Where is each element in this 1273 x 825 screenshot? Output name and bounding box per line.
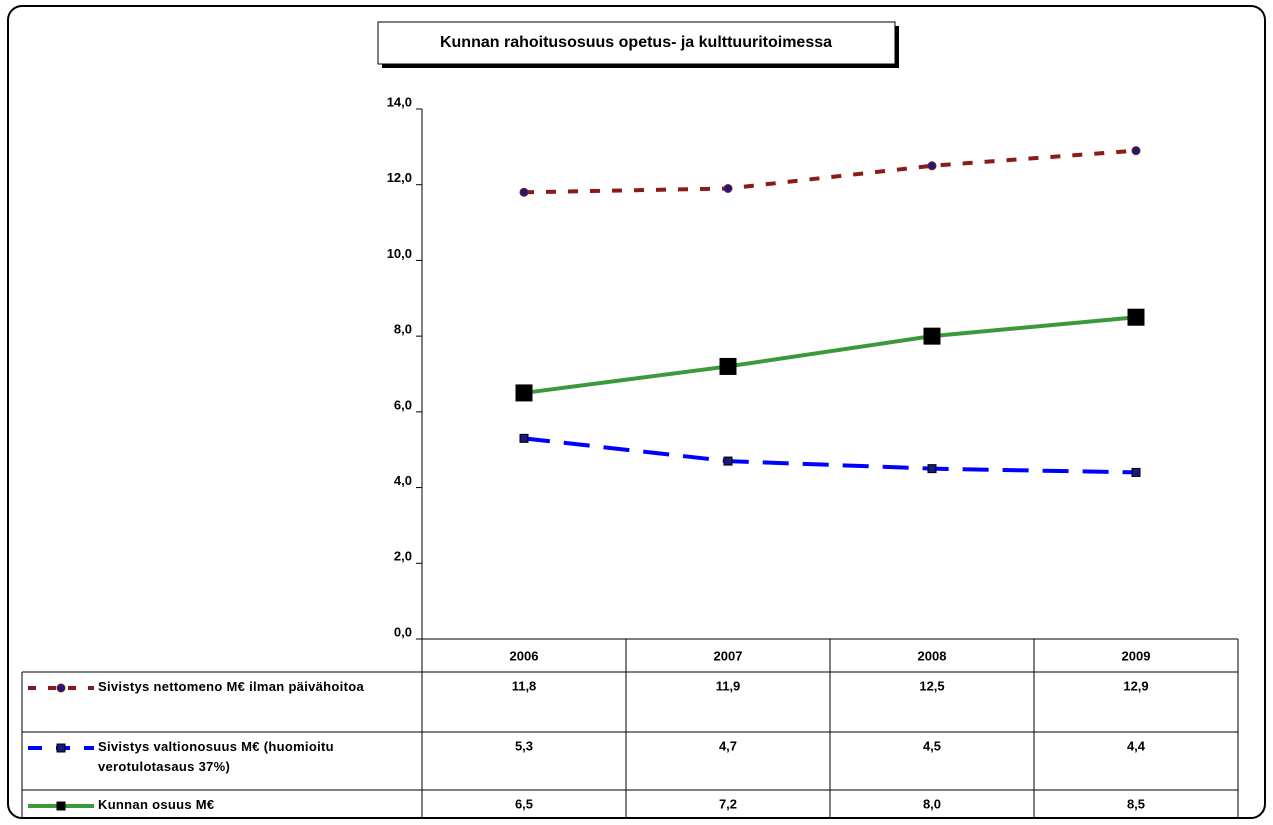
legend-label: Kunnan osuus M€: [98, 797, 215, 812]
legend-marker: [56, 801, 66, 811]
y-tick-label: 2,0: [394, 549, 412, 564]
series-line: [523, 436, 1137, 475]
legend-marker: [56, 743, 66, 753]
data-label: 5,3: [515, 738, 533, 753]
legend-label: Sivistys valtionosuus M€ (huomioitu vero…: [98, 739, 334, 774]
series-line: [523, 315, 1137, 395]
point: [923, 327, 941, 345]
point: [723, 456, 733, 466]
y-tick-label: 0,0: [394, 624, 412, 639]
point: [519, 187, 529, 197]
data-label: 11,8: [512, 678, 537, 693]
point: [719, 357, 737, 375]
y-tick-label: 4,0: [394, 473, 412, 488]
data-label: 4,4: [1127, 738, 1146, 753]
data-label: 12,5: [919, 678, 944, 693]
data-label: 4,7: [719, 738, 737, 753]
chart-title: Kunnan rahoitusosuus opetus- ja kulttuur…: [440, 34, 832, 51]
y-tick-label: 14,0: [387, 94, 412, 109]
legend-label-box: Sivistys nettomeno M€ ilman päivähoitoa: [98, 679, 364, 694]
data-label: 8,5: [1127, 796, 1145, 811]
point: [1127, 308, 1145, 326]
point: [1131, 146, 1141, 156]
data-label: 6,5: [515, 796, 533, 811]
point: [515, 384, 533, 402]
legend-marker: [56, 683, 66, 693]
data-label: 12,9: [1123, 678, 1148, 693]
data-label: 11,9: [716, 678, 741, 693]
point: [519, 433, 529, 443]
x-tick-label: 2006: [510, 648, 539, 663]
point: [927, 464, 937, 474]
y-tick-label: 6,0: [394, 397, 412, 412]
legend-label-box: Sivistys valtionosuus M€ (huomioitu vero…: [98, 739, 334, 774]
data-label: 8,0: [923, 796, 941, 811]
data-label: 7,2: [719, 796, 737, 811]
point: [927, 161, 937, 171]
chart-frame: [7, 5, 1266, 819]
data-label: 4,5: [923, 738, 941, 753]
legend-label-box: Kunnan osuus M€: [98, 797, 215, 812]
x-tick-label: 2009: [1122, 648, 1151, 663]
y-tick-label: 12,0: [387, 170, 412, 185]
title-box: [377, 21, 896, 65]
x-tick-label: 2007: [714, 648, 743, 663]
series-line: [523, 148, 1137, 195]
legend-label: Sivistys nettomeno M€ ilman päivähoitoa: [98, 679, 364, 694]
point: [723, 184, 733, 193]
point: [1131, 467, 1141, 477]
y-tick-label: 10,0: [387, 246, 412, 261]
y-tick-label: 8,0: [394, 322, 412, 337]
x-tick-label: 2008: [918, 648, 947, 663]
